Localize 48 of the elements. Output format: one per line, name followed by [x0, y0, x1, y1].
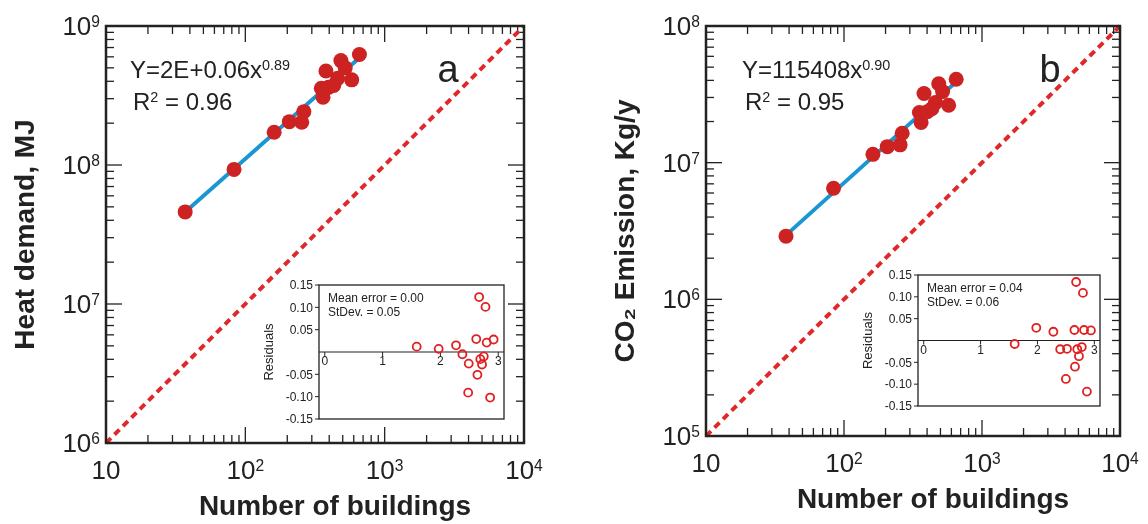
y-axis-title: Residuals — [261, 322, 276, 381]
y-tick-label: 10$^{6}$ — [662, 284, 700, 315]
y-tick-label: -0.10 — [285, 389, 314, 404]
annotation: R$^{2}$ = 0.96 — [133, 88, 233, 115]
y-tick-label: 0.15 — [289, 278, 314, 293]
annotation: R$^{2}$ = 0.95 — [745, 88, 845, 115]
annotation: Y=2E+0.06x$^{0.89}$ — [130, 56, 291, 83]
y-tick-label: -0.15 — [884, 399, 913, 414]
y-tick-label: 10$^{7}$ — [62, 289, 100, 320]
y-tick-label: -0.05 — [285, 367, 314, 382]
y-tick-label: 0.10 — [888, 290, 913, 305]
x-tick-label: 2 — [437, 354, 445, 368]
x-tick-label: 3 — [1090, 342, 1098, 357]
annotation: Mean error = 0.04 — [927, 281, 1024, 295]
y-tick-label: -0.15 — [285, 412, 314, 427]
x-tick-label: 0 — [920, 342, 928, 357]
x-tick-label: 10$^{2}$ — [825, 448, 863, 478]
annotation: b — [1039, 48, 1061, 90]
y-tick-label: 10$^{8}$ — [62, 150, 100, 181]
x-tick-label: 1 — [379, 354, 387, 368]
annotation: Y=115408x$^{0.90}$ — [742, 56, 891, 83]
annotation: StDev. = 0.06 — [927, 295, 1000, 309]
annotation: a — [437, 48, 460, 90]
y-tick-label: 0.05 — [289, 322, 314, 337]
y-tick-label: 0.05 — [888, 311, 913, 326]
y-tick-label: 10$^{7}$ — [662, 147, 700, 178]
annotation: StDev. = 0.05 — [328, 305, 401, 319]
y-tick-label: 10$^{8}$ — [662, 11, 700, 42]
y-axis-title: Heat demand, MJ — [9, 119, 40, 350]
y-tick-label: 0.10 — [289, 300, 314, 315]
y-tick-label: -0.10 — [884, 377, 913, 392]
x-tick-label: 10$^{4}$ — [1101, 448, 1140, 478]
x-tick-label: 10$^{3}$ — [963, 448, 1001, 478]
x-tick-label: 1 — [977, 342, 985, 357]
x-tick-label: 2 — [1034, 342, 1042, 357]
x-axis-title: Number of buildings — [198, 490, 472, 521]
x-tick-label: 0 — [321, 354, 329, 368]
y-axis-title: CO₂ Emission, Kg/y — [609, 99, 640, 363]
x-tick-label: 10$^{2}$ — [226, 455, 265, 485]
y-tick-label: 0.15 — [888, 268, 913, 283]
x-tick-label: 3 — [494, 354, 502, 368]
annotation: Mean error = 0.00 — [328, 291, 425, 305]
x-tick-label: 10$^{3}$ — [365, 455, 404, 485]
x-tick-label: 10$^{4}$ — [505, 455, 544, 485]
y-tick-label: -0.05 — [884, 355, 913, 370]
y-axis-title: Residuals — [860, 311, 875, 370]
x-axis-title: Number of buildings — [796, 483, 1070, 514]
y-tick-label: 10$^{9}$ — [62, 11, 100, 42]
